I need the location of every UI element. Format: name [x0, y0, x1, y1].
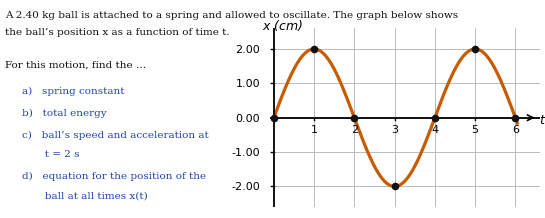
Text: $t$ (s): $t$ (s) [539, 112, 545, 127]
Text: ball at all times x(t): ball at all times x(t) [22, 192, 148, 201]
Text: 5: 5 [471, 125, 479, 135]
Text: 2: 2 [351, 125, 358, 135]
Text: 3: 3 [391, 125, 398, 135]
Text: b)   total energy: b) total energy [22, 109, 106, 118]
Text: $x$ (cm): $x$ (cm) [262, 19, 303, 34]
Text: c)   ball’s speed and acceleration at: c) ball’s speed and acceleration at [22, 131, 209, 140]
Text: 4: 4 [431, 125, 438, 135]
Text: the ball’s position x as a function of time t.: the ball’s position x as a function of t… [5, 28, 230, 37]
Text: t = 2 s: t = 2 s [22, 150, 80, 159]
Text: 1: 1 [311, 125, 318, 135]
Text: A 2.40 kg ball is attached to a spring and allowed to oscillate. The graph below: A 2.40 kg ball is attached to a spring a… [5, 11, 458, 20]
Text: d)   equation for the position of the: d) equation for the position of the [22, 172, 206, 181]
Text: a)   spring constant: a) spring constant [22, 87, 124, 96]
Text: 6: 6 [512, 125, 519, 135]
Text: For this motion, find the …: For this motion, find the … [5, 61, 147, 70]
